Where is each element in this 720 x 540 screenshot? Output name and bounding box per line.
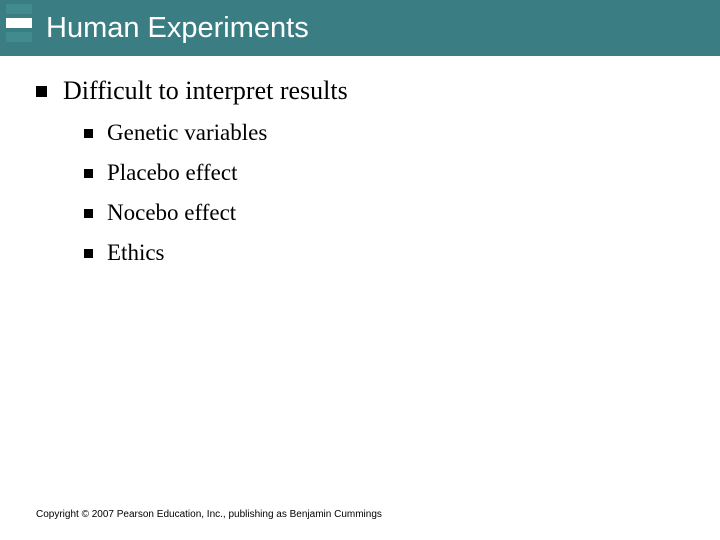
bullet-level2-item: Nocebo effect: [84, 200, 684, 226]
title-bullet-block-3: [6, 32, 32, 42]
bullet-level1: Difficult to interpret results: [36, 76, 684, 106]
square-bullet-icon: [84, 129, 93, 138]
slide-title: Human Experiments: [46, 12, 309, 45]
title-bullet-stack: [6, 4, 32, 42]
bullet-level2-item: Genetic variables: [84, 120, 684, 146]
bullet-level2-item: Ethics: [84, 240, 684, 266]
square-bullet-icon: [84, 169, 93, 178]
bullet-level2-group: Genetic variables Placebo effect Nocebo …: [36, 120, 684, 266]
square-bullet-icon: [36, 86, 47, 97]
title-bar: Human Experiments: [0, 0, 720, 56]
bullet-level2-text: Genetic variables: [107, 120, 267, 146]
square-bullet-icon: [84, 209, 93, 218]
square-bullet-icon: [84, 249, 93, 258]
copyright-text: Copyright © 2007 Pearson Education, Inc.…: [36, 509, 382, 520]
title-bullet-block-1: [6, 4, 32, 14]
bullet-level1-text: Difficult to interpret results: [63, 76, 348, 106]
content-area: Difficult to interpret results Genetic v…: [0, 56, 720, 266]
bullet-level2-text: Ethics: [107, 240, 165, 266]
bullet-level2-item: Placebo effect: [84, 160, 684, 186]
bullet-level2-text: Nocebo effect: [107, 200, 236, 226]
bullet-level2-text: Placebo effect: [107, 160, 237, 186]
title-bullet-block-2: [6, 18, 32, 28]
